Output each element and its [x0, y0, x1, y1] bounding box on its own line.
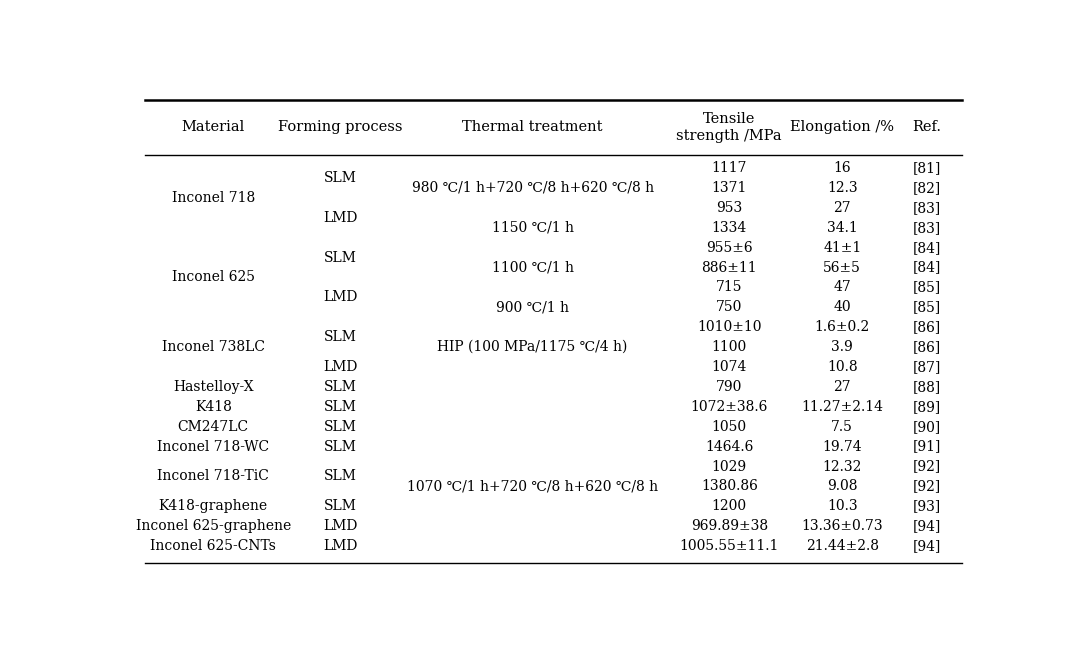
Text: [84]: [84]	[913, 241, 942, 255]
Text: SLM: SLM	[324, 380, 356, 394]
Text: 1200: 1200	[712, 499, 747, 514]
Text: 1100 ℃/1 h: 1100 ℃/1 h	[491, 260, 573, 275]
Text: Ref.: Ref.	[913, 120, 942, 134]
Text: LMD: LMD	[323, 211, 357, 225]
Text: 1070 ℃/1 h+720 ℃/8 h+620 ℃/8 h: 1070 ℃/1 h+720 ℃/8 h+620 ℃/8 h	[407, 479, 658, 494]
Text: 41±1: 41±1	[823, 241, 862, 255]
Text: 12.3: 12.3	[827, 181, 858, 195]
Text: 27: 27	[834, 380, 851, 394]
Text: 886±11: 886±11	[701, 260, 757, 275]
Text: 11.27±2.14: 11.27±2.14	[801, 400, 883, 414]
Text: 715: 715	[716, 280, 743, 295]
Text: 1010±10: 1010±10	[697, 320, 761, 334]
Text: 1.6±0.2: 1.6±0.2	[814, 320, 869, 334]
Text: Inconel 625-CNTs: Inconel 625-CNTs	[150, 539, 276, 553]
Text: [89]: [89]	[913, 400, 942, 414]
Text: [83]: [83]	[913, 221, 942, 234]
Text: [94]: [94]	[913, 539, 942, 553]
Text: K418-graphene: K418-graphene	[159, 499, 268, 514]
Text: [91]: [91]	[913, 440, 942, 453]
Text: SLM: SLM	[324, 499, 356, 514]
Text: Inconel 625: Inconel 625	[172, 271, 255, 284]
Text: [92]: [92]	[913, 459, 942, 474]
Text: LMD: LMD	[323, 539, 357, 553]
Text: 19.74: 19.74	[823, 440, 862, 453]
Text: SLM: SLM	[324, 171, 356, 185]
Text: 1464.6: 1464.6	[705, 440, 754, 453]
Text: SLM: SLM	[324, 251, 356, 265]
Text: 47: 47	[834, 280, 851, 295]
Text: [93]: [93]	[913, 499, 942, 514]
Text: 1072±38.6: 1072±38.6	[690, 400, 768, 414]
Text: 40: 40	[834, 300, 851, 315]
Text: 1074: 1074	[712, 360, 747, 374]
Text: [86]: [86]	[913, 340, 942, 354]
Text: LMD: LMD	[323, 360, 357, 374]
Text: [84]: [84]	[913, 260, 942, 275]
Text: [81]: [81]	[913, 161, 942, 175]
Text: Thermal treatment: Thermal treatment	[462, 120, 603, 134]
Text: [85]: [85]	[913, 300, 942, 315]
Text: [90]: [90]	[913, 420, 942, 433]
Text: Forming process: Forming process	[278, 120, 403, 134]
Text: Inconel 718-TiC: Inconel 718-TiC	[158, 470, 269, 483]
Text: 790: 790	[716, 380, 742, 394]
Text: Tensile
strength /MPa: Tensile strength /MPa	[676, 112, 782, 143]
Text: SLM: SLM	[324, 400, 356, 414]
Text: 7.5: 7.5	[832, 420, 853, 433]
Text: SLM: SLM	[324, 470, 356, 483]
Text: 1029: 1029	[712, 459, 747, 474]
Text: Inconel 718: Inconel 718	[172, 191, 255, 205]
Text: SLM: SLM	[324, 440, 356, 453]
Text: [82]: [82]	[913, 181, 942, 195]
Text: 13.36±0.73: 13.36±0.73	[801, 519, 883, 533]
Text: 1150 ℃/1 h: 1150 ℃/1 h	[491, 221, 573, 234]
Text: 27: 27	[834, 201, 851, 215]
Text: 953: 953	[716, 201, 742, 215]
Text: 900 ℃/1 h: 900 ℃/1 h	[496, 300, 569, 315]
Text: 21.44±2.8: 21.44±2.8	[806, 539, 879, 553]
Text: 980 ℃/1 h+720 ℃/8 h+620 ℃/8 h: 980 ℃/1 h+720 ℃/8 h+620 ℃/8 h	[411, 181, 653, 195]
Text: [83]: [83]	[913, 201, 942, 215]
Text: 12.32: 12.32	[823, 459, 862, 474]
Text: [94]: [94]	[913, 519, 942, 533]
Text: 969.89±38: 969.89±38	[691, 519, 768, 533]
Text: 1100: 1100	[712, 340, 747, 354]
Text: SLM: SLM	[324, 420, 356, 433]
Text: 34.1: 34.1	[827, 221, 858, 234]
Text: 10.8: 10.8	[827, 360, 858, 374]
Text: CM247LC: CM247LC	[178, 420, 248, 433]
Text: [85]: [85]	[913, 280, 942, 295]
Text: 1050: 1050	[712, 420, 747, 433]
Text: 10.3: 10.3	[827, 499, 858, 514]
Text: 1334: 1334	[712, 221, 747, 234]
Text: 1117: 1117	[712, 161, 747, 175]
Text: K418: K418	[194, 400, 232, 414]
Text: 1371: 1371	[712, 181, 747, 195]
Text: 955±6: 955±6	[706, 241, 753, 255]
Text: 9.08: 9.08	[827, 479, 858, 494]
Text: HIP (100 MPa/1175 ℃/4 h): HIP (100 MPa/1175 ℃/4 h)	[437, 340, 627, 354]
Text: LMD: LMD	[323, 519, 357, 533]
Text: 750: 750	[716, 300, 742, 315]
Text: 1005.55±11.1: 1005.55±11.1	[679, 539, 779, 553]
Text: 56±5: 56±5	[823, 260, 861, 275]
Text: Inconel 718-WC: Inconel 718-WC	[158, 440, 269, 453]
Text: Inconel 625-graphene: Inconel 625-graphene	[136, 519, 291, 533]
Text: SLM: SLM	[324, 330, 356, 344]
Text: Material: Material	[181, 120, 245, 134]
Text: 3.9: 3.9	[832, 340, 853, 354]
Text: [87]: [87]	[913, 360, 942, 374]
Text: LMD: LMD	[323, 291, 357, 304]
Text: 1380.86: 1380.86	[701, 479, 758, 494]
Text: Elongation /%: Elongation /%	[791, 120, 894, 134]
Text: [88]: [88]	[913, 380, 942, 394]
Text: [92]: [92]	[913, 479, 942, 494]
Text: [86]: [86]	[913, 320, 942, 334]
Text: Inconel 738LC: Inconel 738LC	[162, 340, 265, 354]
Text: Hastelloy-X: Hastelloy-X	[173, 380, 254, 394]
Text: 16: 16	[834, 161, 851, 175]
